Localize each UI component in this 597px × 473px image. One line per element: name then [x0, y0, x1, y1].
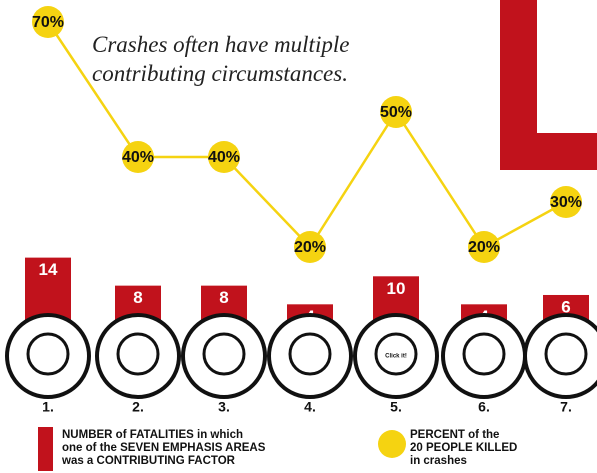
icon-text: Click it! — [385, 354, 407, 360]
category-label: 3. — [218, 399, 230, 415]
category-label: 5. — [390, 399, 402, 415]
icon — [7, 315, 89, 397]
legend-swatch — [378, 430, 406, 458]
point-label: 50% — [380, 104, 412, 121]
chart-title: Crashes often have multiple contributing… — [92, 30, 349, 88]
category-label: 2. — [132, 399, 144, 415]
point-label: 20% — [468, 239, 500, 256]
point-label: 20% — [294, 239, 326, 256]
point-label: 70% — [32, 14, 64, 31]
category-label: 7. — [560, 399, 572, 415]
decor-corner — [500, 0, 597, 170]
point-label: 40% — [122, 149, 154, 166]
icon — [269, 315, 351, 397]
bar-label: 14 — [39, 260, 58, 279]
icon — [97, 315, 179, 397]
category-label: 6. — [478, 399, 490, 415]
infographic: 1488410461.2.3.4.5.6.7.Click it!70%40%40… — [0, 0, 597, 473]
legend-swatch — [38, 427, 53, 471]
bar-label: 8 — [219, 288, 228, 307]
icon — [443, 315, 525, 397]
bar-label: 10 — [387, 279, 406, 298]
legend-label: NUMBER of FATALITIES in which one of the… — [62, 429, 265, 468]
legend-label: PERCENT of the 20 PEOPLE KILLED in crash… — [410, 429, 517, 468]
icon — [183, 315, 265, 397]
point-label: 40% — [208, 149, 240, 166]
point-label: 30% — [550, 194, 582, 211]
category-label: 4. — [304, 399, 316, 415]
bar-label: 8 — [133, 288, 142, 307]
category-label: 1. — [42, 399, 54, 415]
